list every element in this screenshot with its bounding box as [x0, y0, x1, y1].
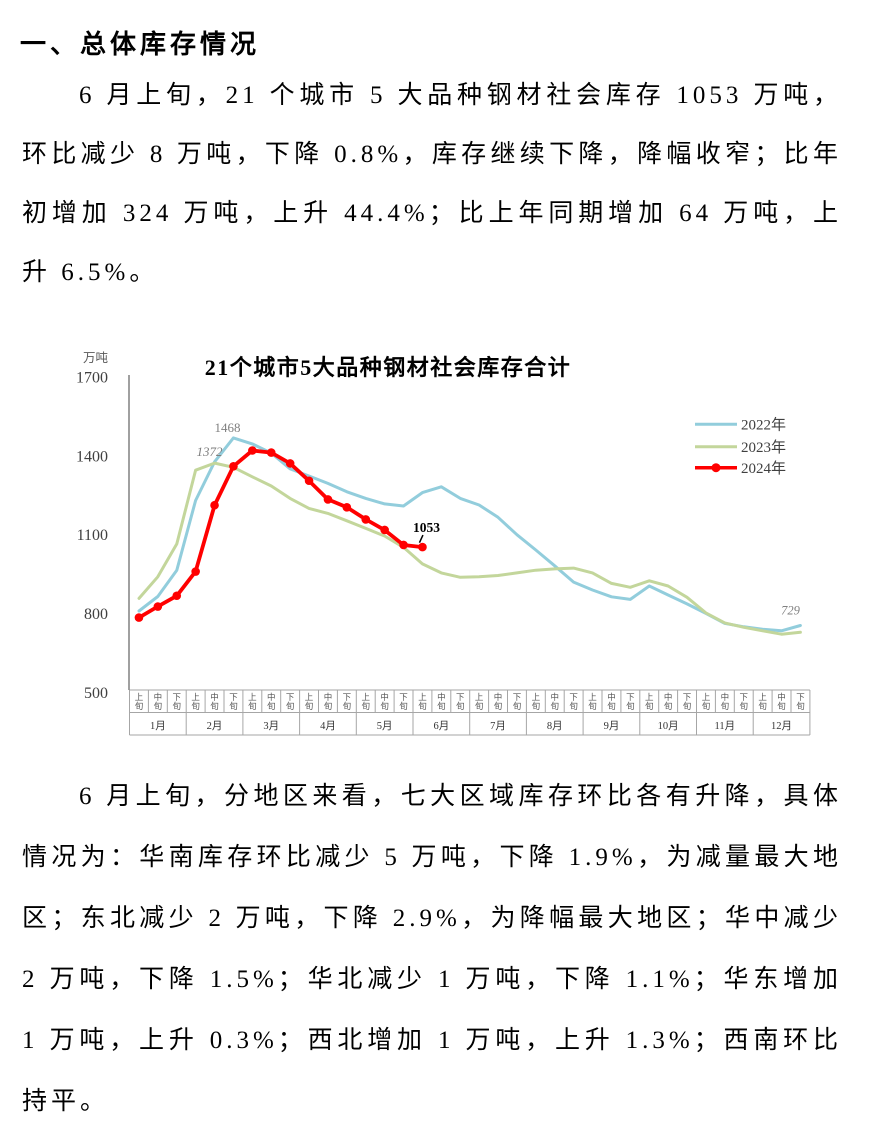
series-line-2023年	[137, 461, 802, 636]
x-month-label: 11月	[715, 720, 736, 732]
x-month-label: 2月	[207, 720, 223, 732]
inventory-line-chart: 21个城市5大品种钢材社会库存合计 万吨 1700 1400 1100 800 500 上旬中…	[60, 335, 860, 760]
x-period-label: 中旬	[324, 692, 333, 711]
x-period-label: 上旬	[418, 692, 427, 711]
section-heading: 一、总体库存情况	[20, 29, 261, 59]
y-tick-label: 1400	[76, 448, 108, 465]
x-period-label: 中旬	[380, 692, 389, 711]
legend-label: 2024年	[741, 460, 786, 477]
x-month-label: 6月	[433, 720, 449, 732]
x-period-label: 下旬	[172, 692, 181, 711]
series-marker-2024年	[323, 495, 333, 504]
series-marker-2024年	[210, 500, 219, 510]
x-period-label: 中旬	[267, 692, 276, 711]
x-period-label: 下旬	[286, 692, 295, 711]
x-period-label: 中旬	[550, 692, 559, 711]
x-month-label: 10月	[658, 720, 679, 732]
series-marker-2024年	[361, 515, 371, 524]
series-line-2022年	[137, 436, 802, 633]
series-marker-2024年	[266, 448, 276, 457]
paragraph-overall-inventory: 6 月上旬，21 个城市 5 大品种钢材社会库存 1053 万吨，环比减少 8 …	[22, 82, 842, 286]
x-period-label: 中旬	[210, 692, 219, 711]
x-axis-boxes: 上旬中旬下旬上旬中旬下旬上旬中旬下旬上旬中旬下旬上旬中旬下旬上旬中旬下旬上旬中旬…	[129, 689, 811, 736]
series-marker-2024年	[380, 525, 389, 535]
series-line-2024年	[137, 448, 425, 620]
series-marker-2024年	[172, 591, 182, 601]
x-period-label: 下旬	[343, 692, 352, 711]
x-period-label: 上旬	[475, 692, 484, 711]
x-period-label: 下旬	[513, 692, 522, 711]
series-marker-2024年	[285, 459, 295, 468]
x-period-label: 中旬	[607, 692, 616, 711]
chart-legend: 2022年 2023年 2024年	[695, 417, 786, 477]
y-tick-label: 1700	[76, 369, 108, 386]
x-period-label: 上旬	[758, 692, 767, 711]
x-period-label: 下旬	[796, 692, 805, 711]
x-period-label: 上旬	[702, 692, 711, 711]
x-month-label: 4月	[320, 720, 336, 732]
x-period-label: 上旬	[645, 692, 654, 711]
x-period-label: 中旬	[721, 692, 730, 711]
annotation-1372: 1372	[197, 444, 224, 459]
series-marker-2024年	[191, 567, 200, 576]
x-period-label: 上旬	[305, 692, 314, 711]
legend-label: 2022年	[741, 417, 786, 434]
series-marker-2024年	[229, 461, 238, 471]
x-period-label: 上旬	[588, 692, 597, 711]
x-period-label: 下旬	[456, 692, 465, 711]
x-period-label: 上旬	[248, 692, 257, 711]
x-period-label: 下旬	[399, 692, 408, 711]
x-month-label: 1月	[150, 720, 166, 732]
y-tick-label: 1100	[77, 527, 108, 544]
x-month-label: 5月	[377, 720, 393, 732]
x-month-label: 3月	[263, 720, 279, 732]
series-marker-2024年	[342, 503, 352, 512]
x-period-label: 中旬	[777, 692, 786, 711]
x-period-label: 中旬	[437, 692, 446, 711]
y-axis-unit-label: 万吨	[83, 351, 109, 365]
x-period-label: 下旬	[229, 692, 238, 711]
series-marker-2024年	[153, 602, 163, 611]
x-period-label: 中旬	[154, 692, 163, 711]
annotation-1468: 1468	[214, 420, 240, 435]
chart-title: 21个城市5大品种钢材社会库存合计	[205, 355, 572, 380]
series-marker-2024年	[134, 613, 144, 622]
x-period-label: 上旬	[361, 692, 370, 711]
x-month-label: 7月	[490, 720, 506, 732]
x-period-label: 下旬	[569, 692, 578, 711]
series-marker-2024年	[418, 542, 427, 552]
x-period-label: 上旬	[191, 692, 200, 711]
series-marker-2024年	[304, 476, 314, 486]
annotation-leader-line	[418, 534, 424, 543]
x-period-label: 上旬	[135, 692, 144, 711]
x-period-label: 下旬	[626, 692, 635, 711]
y-tick-label: 800	[84, 606, 108, 623]
x-period-label: 下旬	[683, 692, 692, 711]
series-marker-2024年	[248, 446, 257, 455]
legend-marker-sample	[711, 463, 721, 473]
annotation-1053: 1053	[413, 520, 440, 535]
legend-label: 2023年	[741, 439, 786, 456]
x-period-label: 中旬	[494, 692, 503, 711]
x-month-label: 9月	[604, 720, 620, 732]
series-marker-2024年	[399, 540, 408, 550]
x-month-label: 8月	[547, 720, 563, 732]
y-tick-label: 500	[84, 685, 108, 702]
x-period-label: 下旬	[739, 692, 748, 711]
x-month-label: 12月	[771, 720, 792, 732]
x-period-label: 中旬	[664, 692, 673, 711]
x-period-label: 上旬	[532, 692, 541, 711]
annotation-729: 729	[781, 603, 801, 617]
paragraph-regional-breakdown: 6 月上旬，分地区来看，七大区域库存环比各有升降，具体情况为：华南库存环比减少 …	[22, 783, 842, 1115]
